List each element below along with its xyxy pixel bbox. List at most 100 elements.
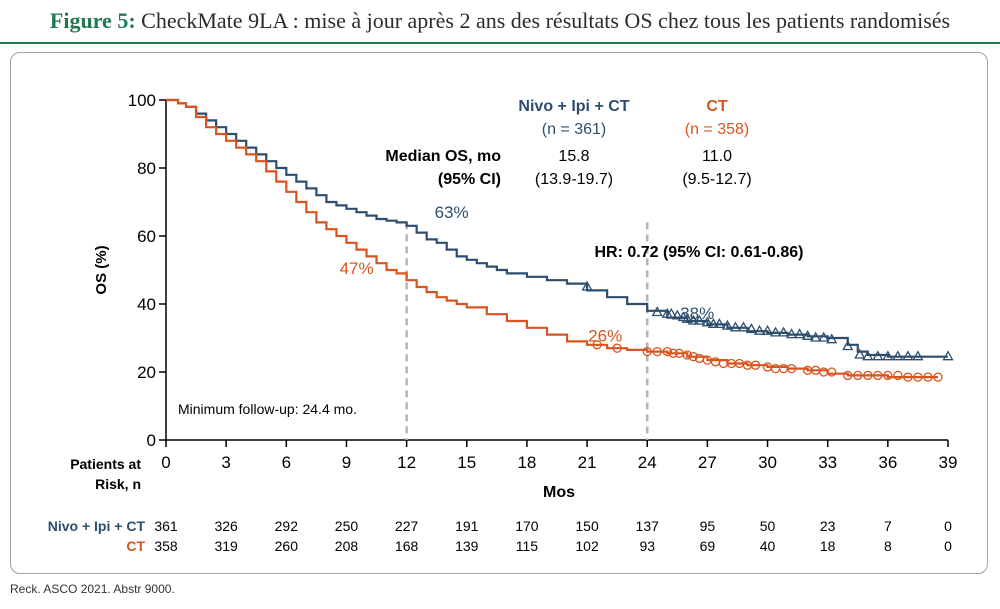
nivo-median-value: 15.8 <box>558 148 589 165</box>
y-tick-label: 20 <box>137 363 156 382</box>
ct-risk-value: 40 <box>760 538 776 554</box>
nivo-censor-mark <box>671 309 683 320</box>
y-axis-label: OS (%) <box>93 245 110 294</box>
nivo-risk-value: 23 <box>820 518 836 534</box>
nivo-censor-mark <box>769 326 782 337</box>
figure-title-text: CheckMate 9LA : mise à jour après 2 ans … <box>135 8 951 33</box>
nivo-censor-mark <box>665 307 677 318</box>
nivo-censor-mark <box>854 348 866 359</box>
ct-risk-row-label: CT <box>126 538 145 554</box>
nivo-censor-mark <box>862 350 874 361</box>
nivo-censor-mark <box>794 328 806 339</box>
ct-censor-mark <box>893 370 903 381</box>
nivo-censor-mark <box>912 350 924 361</box>
ct-censor-mark <box>873 370 883 381</box>
legend-ct-n: (n = 358) <box>685 121 749 138</box>
title-rule <box>0 42 1000 44</box>
nivo-censor-mark <box>810 331 822 342</box>
ct-risk-value: 358 <box>154 538 178 554</box>
nivo-risk-value: 361 <box>154 518 178 534</box>
x-tick-label: 9 <box>342 453 351 472</box>
nivo-risk-row-label: Nivo + Ipi + CT <box>48 518 146 534</box>
nivo-censor-mark <box>902 350 914 361</box>
nivo-censor-mark <box>681 312 693 323</box>
x-tick-label: 6 <box>282 453 291 472</box>
ct-censor-mark <box>592 340 602 350</box>
nivo-risk-value: 150 <box>575 518 599 534</box>
x-tick-label: 27 <box>698 453 717 472</box>
nivo-risk-value: 0 <box>944 518 952 534</box>
nivo-censor-mark <box>753 324 766 335</box>
ct-risk-value: 319 <box>214 538 238 554</box>
y-tick-label: 0 <box>147 431 156 450</box>
ct-risk-value: 168 <box>395 538 419 554</box>
nivo-censor-mark <box>713 318 726 329</box>
ct-risk-value: 8 <box>884 538 892 554</box>
ct-censor-mark <box>923 372 933 382</box>
risk-header-line1: Patients at <box>70 456 141 472</box>
y-tick-label: 60 <box>137 227 156 246</box>
ct-risk-value: 139 <box>455 538 479 554</box>
ct-censor-mark <box>612 343 622 353</box>
ct-censor-mark <box>668 348 678 358</box>
x-tick-label: 12 <box>397 453 416 472</box>
nivo-risk-value: 95 <box>700 518 716 534</box>
nivo-censor-mark <box>818 331 830 342</box>
nivo-censor-mark <box>882 350 894 361</box>
ct-risk-value: 93 <box>639 538 655 554</box>
ct-risk-value: 260 <box>275 538 299 554</box>
nivo-landmark-label: 38% <box>680 304 714 323</box>
nivo-risk-value: 50 <box>760 518 776 534</box>
nivo-censor-mark <box>842 340 854 351</box>
nivo-risk-value: 191 <box>455 518 479 534</box>
x-tick-label: 15 <box>457 453 476 472</box>
ct-risk-value: 18 <box>820 538 836 554</box>
followup-note: Minimum follow-up: 24.4 mo. <box>178 401 357 417</box>
ct-risk-value: 0 <box>944 538 952 554</box>
nivo-censor-mark <box>687 314 699 325</box>
nivo-censor-mark <box>651 306 663 317</box>
nivo-censor-mark <box>777 326 790 337</box>
ct-censor-mark <box>863 370 873 381</box>
ci-label: (95% CI) <box>438 171 501 188</box>
ct-censor-mark <box>750 360 761 370</box>
ct-censor-mark <box>786 363 797 374</box>
ct-risk-value: 115 <box>516 538 539 554</box>
median-os-label: Median OS, mo <box>385 148 501 165</box>
figure-label: Figure 5: <box>49 8 136 33</box>
nivo-censor-mark <box>785 328 798 339</box>
ct-risk-value: 102 <box>575 538 599 554</box>
y-tick-label: 80 <box>137 159 156 178</box>
ct-risk-value: 69 <box>700 538 716 554</box>
nivo-ci-value: (13.9-19.7) <box>535 171 613 188</box>
nivo-censor-mark <box>701 316 713 327</box>
ct-landmark-label: 47% <box>340 259 374 278</box>
x-tick-label: 30 <box>758 453 777 472</box>
nivo-risk-value: 326 <box>214 518 238 534</box>
nivo-censor-mark <box>729 321 742 332</box>
ct-median-value: 11.0 <box>702 148 732 165</box>
ct-landmark-label: 26% <box>588 327 622 346</box>
nivo-censor-mark <box>581 280 593 291</box>
ct-censor-mark <box>652 346 662 357</box>
x-tick-label: 33 <box>818 453 837 472</box>
nivo-landmark-label: 63% <box>435 203 469 222</box>
nivo-censor-mark <box>737 321 750 332</box>
nivo-risk-value: 137 <box>636 518 660 534</box>
nivo-risk-value: 7 <box>884 518 892 534</box>
x-tick-label: 0 <box>161 453 170 472</box>
figure-title: Figure 5: CheckMate 9LA : mise à jour ap… <box>0 8 1000 34</box>
nivo-risk-value: 250 <box>335 518 359 534</box>
nivo-censor-mark <box>721 319 734 330</box>
x-tick-label: 39 <box>939 453 958 472</box>
x-tick-label: 3 <box>221 453 230 472</box>
x-tick-label: 18 <box>517 453 536 472</box>
x-tick-label: 36 <box>878 453 897 472</box>
hazard-ratio: HR: 0.72 (95% CI: 0.61-0.86) <box>595 244 804 261</box>
ct-risk-value: 208 <box>335 538 359 554</box>
nivo-censor-mark <box>892 350 904 361</box>
ct-censor-mark <box>662 346 672 357</box>
ct-censor-mark <box>933 372 943 382</box>
ct-censor-mark <box>688 352 698 362</box>
